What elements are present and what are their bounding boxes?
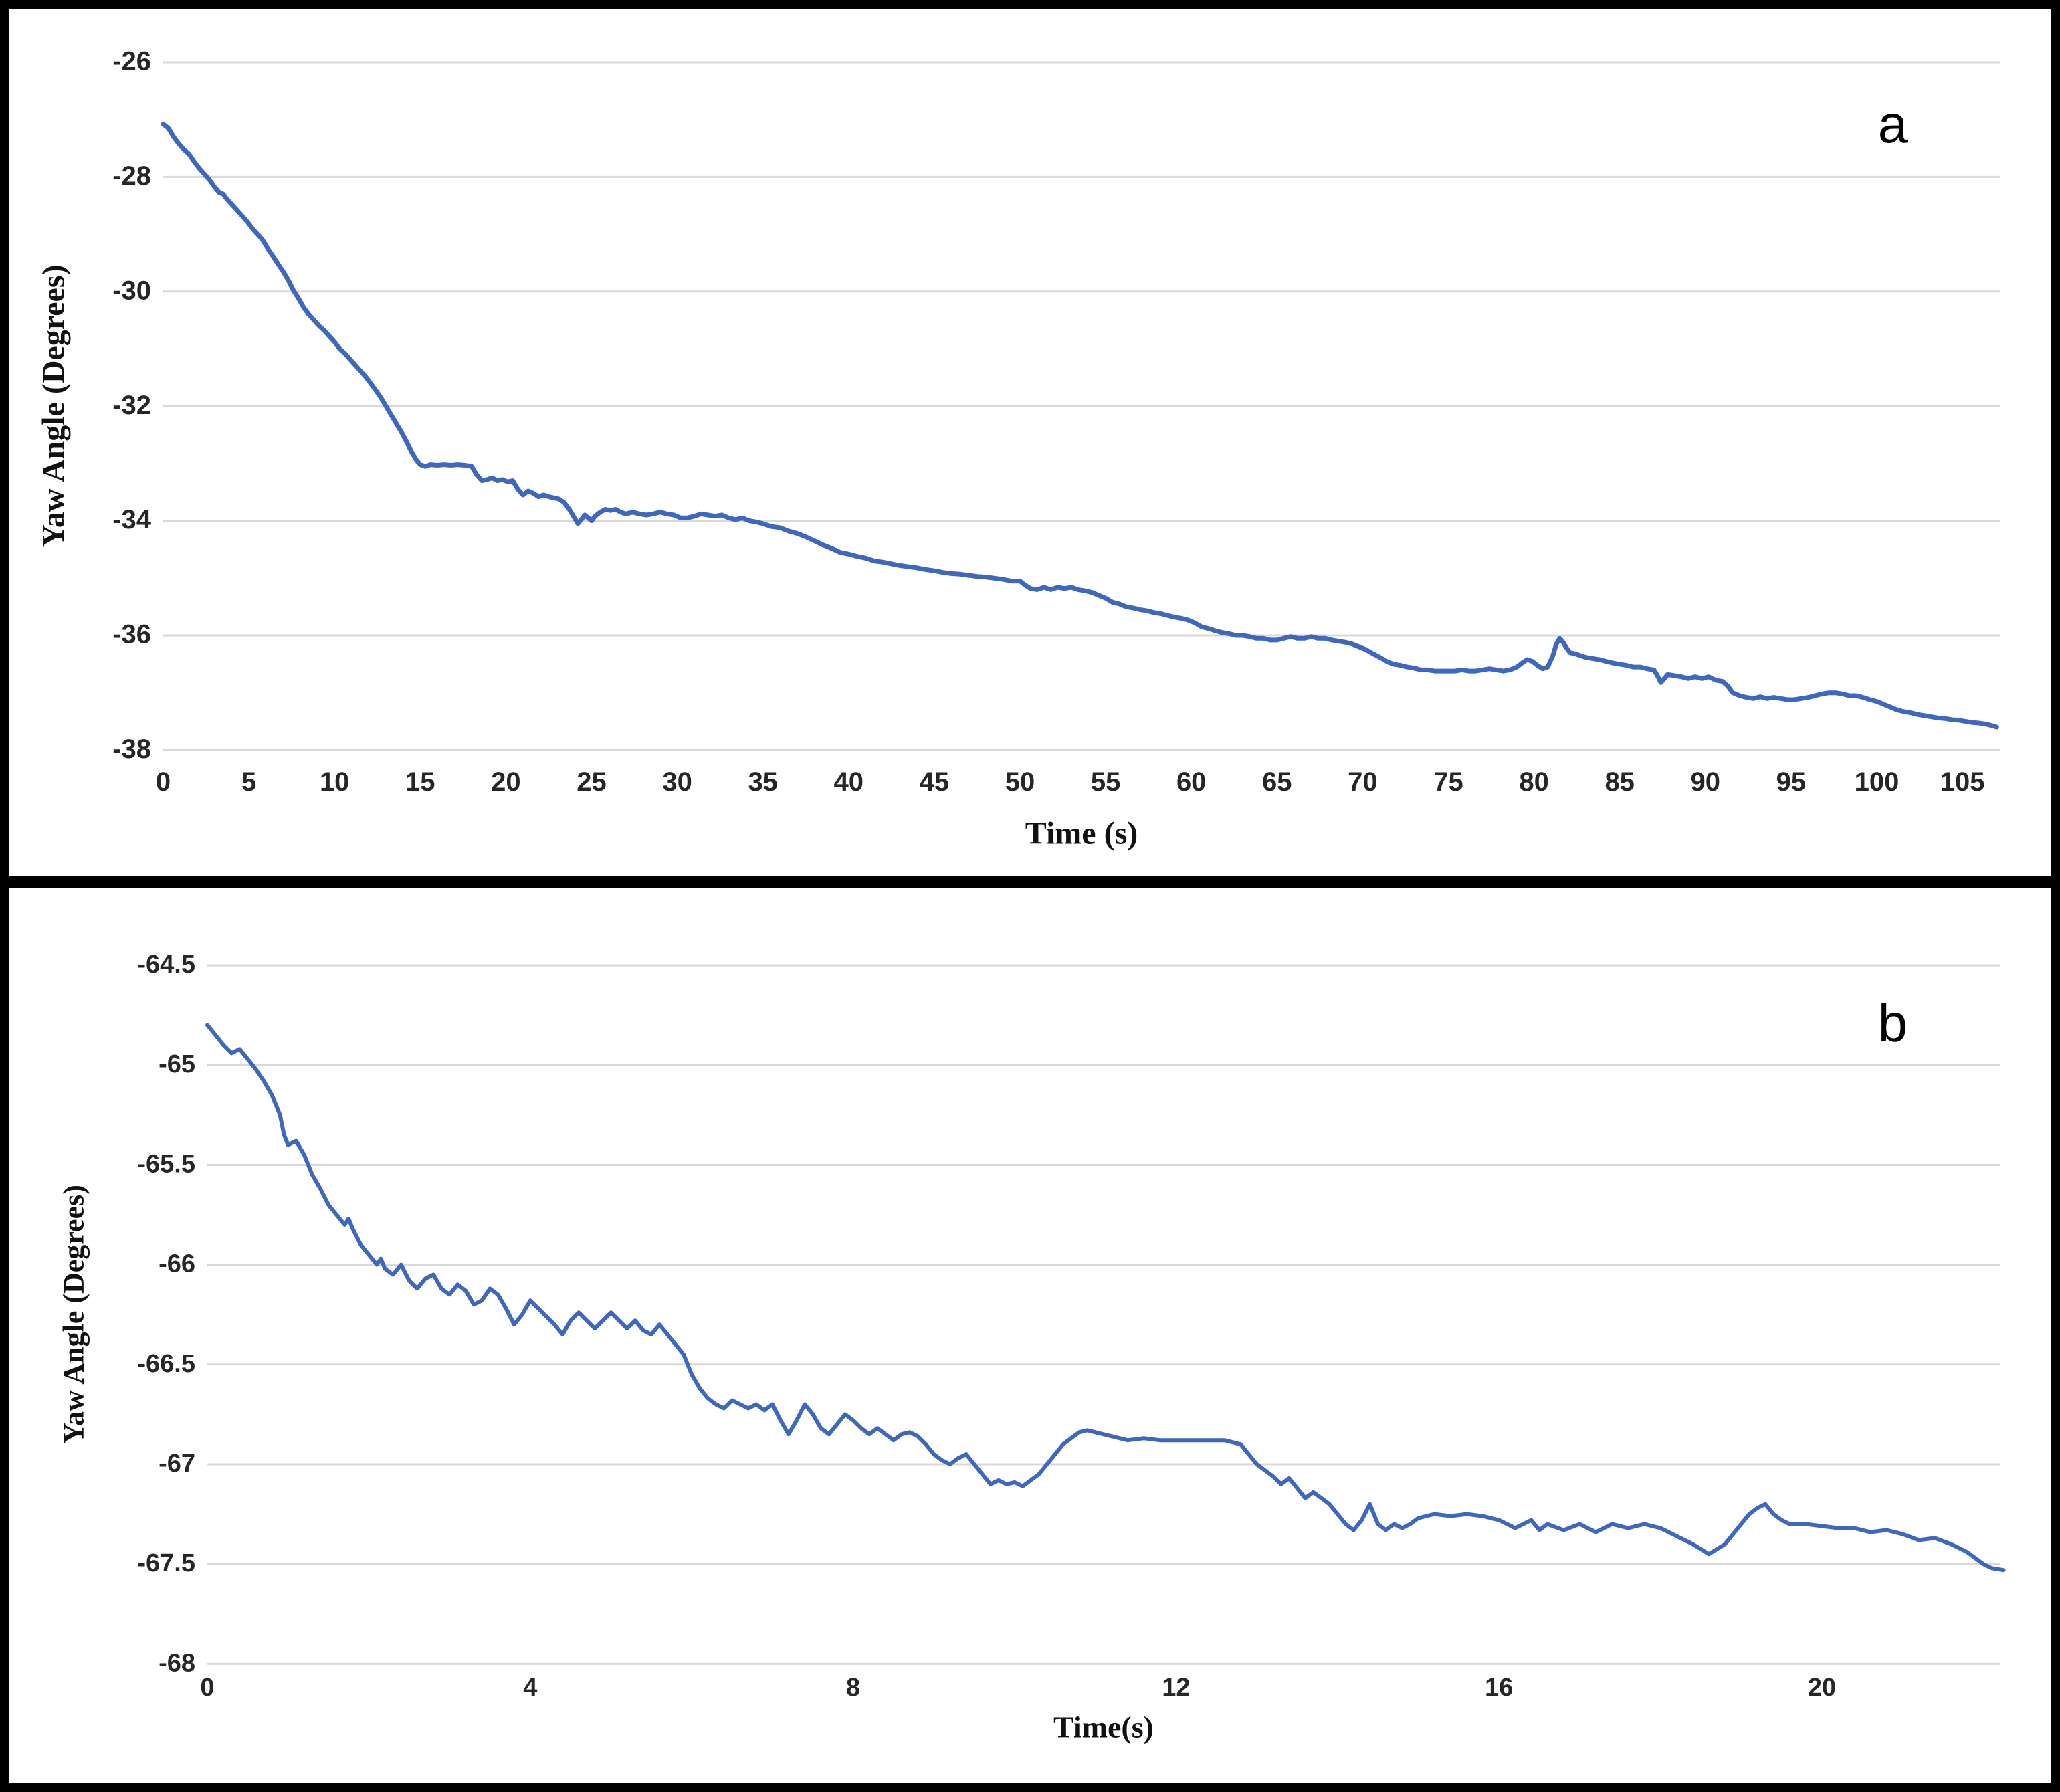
y-tick-label: -30 [112, 276, 151, 305]
x-tick-label: 60 [1176, 767, 1207, 797]
y-tick-label: -68 [159, 1649, 195, 1677]
x-tick-label: 70 [1348, 767, 1378, 797]
x-tick-label: 0 [200, 1674, 214, 1702]
x-tick-label: 20 [1808, 1674, 1836, 1702]
chart-panel-b: -64.5 -65 -65.5 -66 -66.5 -67 -67.5 -68 0 4 8 12 16 2… [9, 888, 2051, 1783]
chart-b-canvas: -64.5 -65 -65.5 -66 -66.5 -67 -67.5 -680 4 8 12 16 2… [137, 951, 2006, 1702]
y-tick-label: -28 [112, 161, 151, 191]
x-tick-label: 15 [405, 767, 435, 797]
x-tick-label: 90 [1691, 767, 1721, 797]
y-tick-label: -36 [112, 620, 151, 650]
x-tick-label: 95 [1776, 767, 1807, 797]
chart-panel-a: -26 -28 -30 -32 -34 -36 -38 0 5 10 15 20 25 30 35 40 45 5… [9, 9, 2051, 876]
x-tick-label: 5 [241, 767, 256, 797]
panel-divider [9, 876, 2051, 888]
x-tick-label: 100 [1855, 767, 1899, 797]
x-tick-label: 12 [1162, 1674, 1190, 1702]
yaw-angle-line [161, 122, 1999, 730]
x-tick-label: 10 [320, 767, 350, 797]
y-axis-title-b: Yaw Angle (Degrees) [57, 1185, 90, 1444]
x-axis-title-b: Time(s) [1053, 1710, 1154, 1745]
y-tick-label: -66 [159, 1250, 195, 1278]
x-tick-label: 30 [662, 767, 692, 797]
x-tick-label: 50 [1005, 767, 1035, 797]
y-tick-label: -66.5 [137, 1350, 195, 1378]
y-tick-label: -26 [112, 47, 151, 76]
x-tick-label: 80 [1519, 767, 1549, 797]
y-tick-label: -32 [112, 391, 151, 420]
y-tick-label: -67.5 [137, 1549, 195, 1577]
x-tick-label: 16 [1485, 1674, 1513, 1702]
y-tick-label: -67 [159, 1450, 195, 1478]
yaw-angle-line [205, 1023, 2006, 1573]
x-tick-label: 65 [1262, 767, 1292, 797]
chart-a-canvas: -26 -28 -30 -32 -34 -36 -380 5 10 15 20 25 30 35 40 45 5… [112, 47, 2000, 797]
y-tick-label: -34 [112, 505, 152, 534]
y-tick-label: -38 [112, 734, 151, 764]
y-tick-label: -64.5 [137, 951, 195, 979]
x-tick-label: 35 [748, 767, 778, 797]
x-tick-label: 85 [1605, 767, 1635, 797]
y-tick-label: -65 [159, 1050, 195, 1078]
x-tick-label: 105 [1940, 767, 1985, 797]
y-tick-label: -65.5 [137, 1150, 195, 1178]
x-tick-label: 45 [920, 767, 950, 797]
x-tick-label: 25 [577, 767, 607, 797]
x-tick-label: 75 [1433, 767, 1463, 797]
x-axis-title-a: Time (s) [1025, 815, 1138, 852]
panel-letter-b: b [1877, 993, 1908, 1053]
x-tick-label: 40 [834, 767, 864, 797]
panel-letter-a: a [1877, 94, 1908, 154]
x-tick-label: 20 [491, 767, 521, 797]
y-axis-title-a: Yaw Angle (Degrees) [35, 264, 72, 548]
x-tick-label: 4 [523, 1674, 537, 1702]
x-tick-label: 55 [1091, 767, 1121, 797]
x-tick-label: 0 [156, 767, 171, 797]
x-tick-label: 8 [846, 1674, 860, 1702]
